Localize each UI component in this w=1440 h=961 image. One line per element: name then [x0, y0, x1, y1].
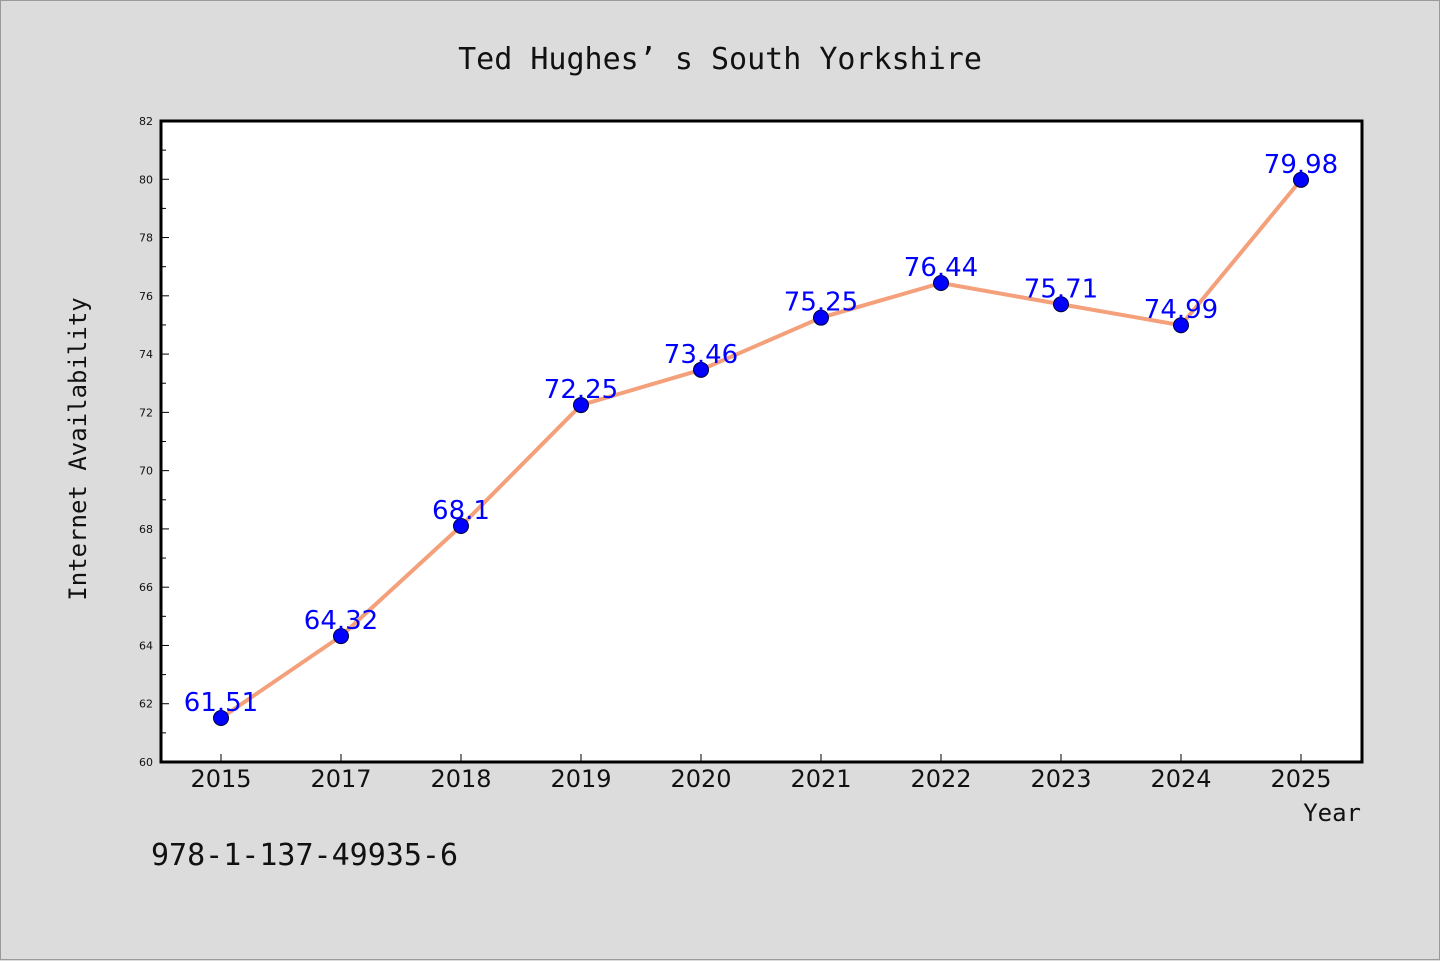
plot-area: [161, 121, 1362, 762]
series-markers: [213, 171, 1309, 727]
y-axis: 60 62 64 66 68 70 72 74 76 78 80 82: [139, 115, 169, 769]
x-tick-label: 2025: [1270, 765, 1331, 793]
x-tick-label: 2017: [310, 765, 371, 793]
y-tick-label: 60: [139, 756, 153, 769]
data-point: [1293, 171, 1309, 188]
data-point: [1053, 296, 1069, 313]
data-label: 76.44: [904, 253, 978, 283]
data-point: [933, 274, 949, 291]
data-point: [573, 397, 589, 414]
y-tick-label: 82: [139, 115, 153, 128]
x-tick-label: 2023: [1030, 765, 1091, 793]
y-tick-label: 62: [139, 698, 153, 711]
data-label: 75.71: [1024, 274, 1098, 304]
x-tick-label: 2021: [790, 765, 851, 793]
y-tick-label: 64: [139, 639, 153, 652]
y-tick-label: 70: [139, 465, 153, 478]
y-tick-label: 76: [139, 290, 153, 303]
series-polyline: [219, 178, 1303, 720]
chart-title: Ted Hughes’ s South Yorkshire: [458, 42, 982, 77]
x-tick-label: 2022: [910, 765, 971, 793]
y-axis-label: Internet Availability: [64, 297, 92, 600]
x-axis-label: Year: [1303, 799, 1361, 827]
y-tick-label: 66: [139, 581, 153, 594]
data-point: [693, 361, 709, 378]
data-label: 68.1: [432, 496, 490, 526]
data-label: 79.98: [1264, 150, 1338, 180]
x-tick-label: 2020: [670, 765, 731, 793]
plot-frame: [159, 119, 1364, 764]
data-point: [1173, 317, 1189, 334]
data-label: 61.51: [184, 688, 258, 718]
x-tick-label: 2018: [430, 765, 491, 793]
data-point: [213, 710, 229, 727]
data-label: 73.46: [664, 340, 738, 370]
y-tick-label: 78: [139, 232, 153, 245]
x-axis: 2015 2017 2018 2019 2020 2021 2022 2023 2024 2025: [190, 754, 1332, 793]
data-label: 75.25: [784, 288, 858, 318]
data-labels: 61.51 64.32 68.1 72.25 73.46 75.25 76.44 75.71 7…: [184, 150, 1338, 718]
data-point: [813, 309, 829, 326]
x-tick-label: 2024: [1150, 765, 1211, 793]
data-point: [453, 517, 469, 534]
x-tick-label: 2019: [550, 765, 611, 793]
data-label: 74.99: [1144, 295, 1218, 325]
data-label: 72.25: [544, 375, 618, 405]
series-line: [219, 178, 1303, 720]
x-tick-label: 2015: [190, 765, 251, 793]
y-tick-label: 68: [139, 523, 153, 536]
data-point: [333, 628, 349, 645]
data-label: 64.32: [304, 606, 378, 636]
y-tick-label: 72: [139, 406, 153, 419]
isbn-caption: 978-1-137-49935-6: [151, 838, 458, 873]
y-tick-label: 74: [139, 348, 153, 361]
y-tick-label: 80: [139, 173, 153, 186]
